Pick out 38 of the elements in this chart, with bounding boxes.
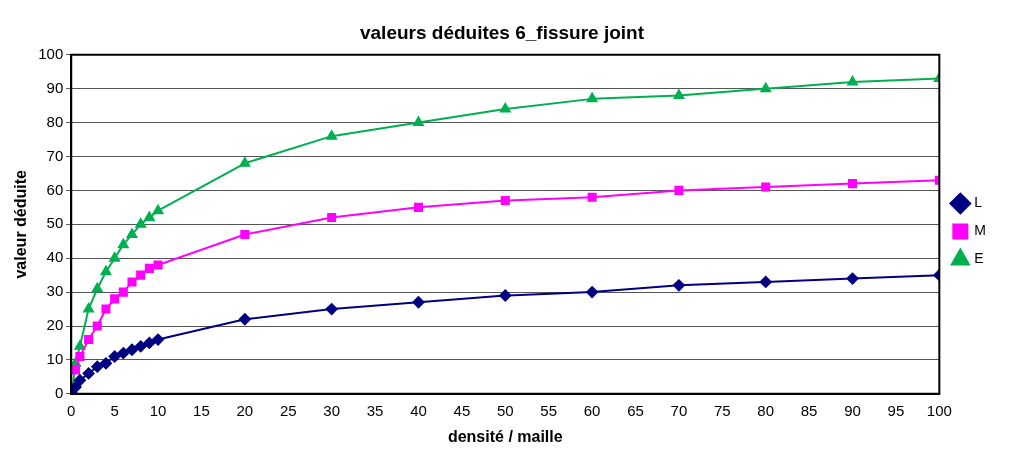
x-tick-label: 30	[323, 401, 340, 419]
x-tick-label: 5	[110, 401, 119, 419]
y-axis-title: valeur déduite	[12, 169, 30, 279]
y-tick-label: 70	[46, 146, 64, 164]
x-tick-label: 55	[540, 401, 558, 419]
x-tick-label: 20	[236, 401, 254, 419]
x-tick-label: 70	[670, 401, 688, 419]
x-tick-label: 50	[496, 401, 514, 419]
y-tick-label: 60	[46, 180, 64, 198]
x-tick-label: 35	[366, 401, 384, 419]
x-tick-label: 80	[757, 401, 775, 419]
y-tick-label: 50	[46, 214, 64, 232]
x-tick-label: 95	[887, 401, 905, 419]
y-tick-label: 0	[54, 383, 64, 401]
x-tick-label: 65	[627, 401, 644, 419]
legend-label: E	[974, 250, 984, 267]
y-tick-label: 20	[46, 316, 64, 334]
y-tick-label: 100	[38, 44, 64, 62]
x-tick-label: 40	[410, 401, 427, 419]
x-tick-label: 85	[800, 401, 818, 419]
y-tick-label: 90	[46, 78, 64, 96]
x-tick-label: 90	[844, 401, 861, 419]
x-tick-label: 25	[279, 401, 297, 419]
legend-label: M	[974, 222, 987, 239]
x-tick-label: 0	[67, 401, 76, 419]
legend-label: L	[974, 194, 983, 211]
chart-title: valeurs déduites 6_fissure joint	[359, 21, 645, 43]
x-tick-label: 45	[453, 401, 471, 419]
x-tick-label: 100	[926, 401, 952, 419]
x-axis-title: densité / maille	[447, 427, 563, 445]
x-tick-label: 60	[583, 401, 601, 419]
x-tick-label: 15	[193, 401, 210, 419]
y-tick-label: 30	[46, 282, 64, 300]
y-tick-label: 80	[46, 112, 64, 130]
x-tick-label: 10	[149, 401, 167, 419]
y-tick-label: 40	[46, 248, 64, 266]
y-tick-label: 10	[46, 350, 64, 368]
x-tick-label: 75	[713, 401, 731, 419]
